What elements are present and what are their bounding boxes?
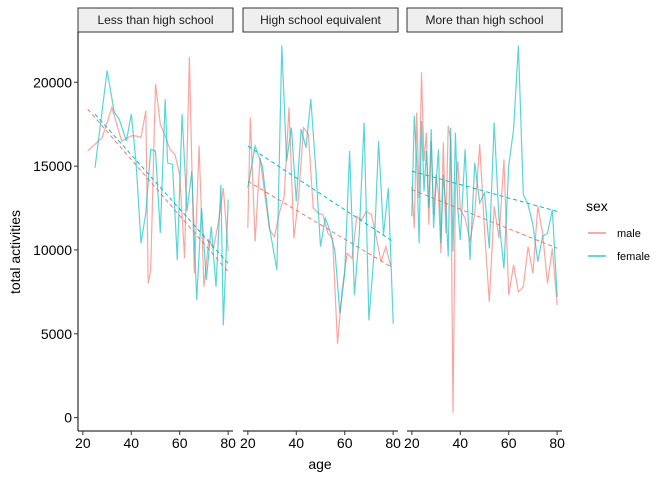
legend-label-male: male	[617, 228, 641, 240]
y-tick-label: 10000	[33, 242, 72, 258]
x-tick-label: 40	[452, 435, 468, 451]
y-axis: 0 5000 10000 15000 20000	[33, 32, 79, 431]
facet-strip	[77, 7, 234, 33]
series-line-female	[94, 70, 229, 326]
x-tick-label: 40	[288, 435, 304, 451]
x-tick-label: 80	[385, 435, 401, 451]
facet-strip	[242, 7, 399, 33]
panel-3: More than high school 20 40 60 80	[404, 7, 565, 451]
facet-strip-label: Less than high school	[97, 13, 213, 27]
legend: sex male female	[586, 198, 650, 263]
facet-strip-label: More than high school	[425, 13, 543, 27]
x-tick-label: 40	[123, 435, 139, 451]
x-tick-label: 60	[501, 435, 517, 451]
x-tick-label: 80	[549, 435, 565, 451]
y-tick-label: 0	[64, 410, 72, 426]
x-tick-label: 20	[404, 435, 420, 451]
y-tick-label: 15000	[33, 158, 72, 174]
y-tick-label: 5000	[41, 326, 72, 342]
x-axis-title: age	[308, 456, 332, 472]
x-tick-label: 80	[220, 435, 236, 451]
x-tick-label: 60	[172, 435, 188, 451]
facet-strip	[406, 7, 563, 33]
panel-2: High school equivalent 20 40 60 80	[240, 7, 401, 451]
legend-label-female: female	[617, 251, 650, 263]
trend-line-female	[247, 145, 394, 242]
x-tick-label: 20	[75, 435, 91, 451]
y-axis-title: total activities	[7, 210, 23, 294]
trend-line-female	[94, 113, 229, 264]
facet-strip-label: High school equivalent	[260, 13, 381, 27]
series-line-female	[411, 45, 558, 297]
trend-line-male	[411, 189, 558, 249]
y-tick-label: 20000	[33, 74, 72, 90]
series-line-female	[247, 45, 394, 324]
legend-title: sex	[586, 198, 608, 214]
panel-1: Less than high school 20 40 60 80	[75, 7, 236, 451]
x-tick-label: 60	[337, 435, 353, 451]
x-tick-label: 20	[240, 435, 256, 451]
series-line-male	[87, 57, 229, 287]
